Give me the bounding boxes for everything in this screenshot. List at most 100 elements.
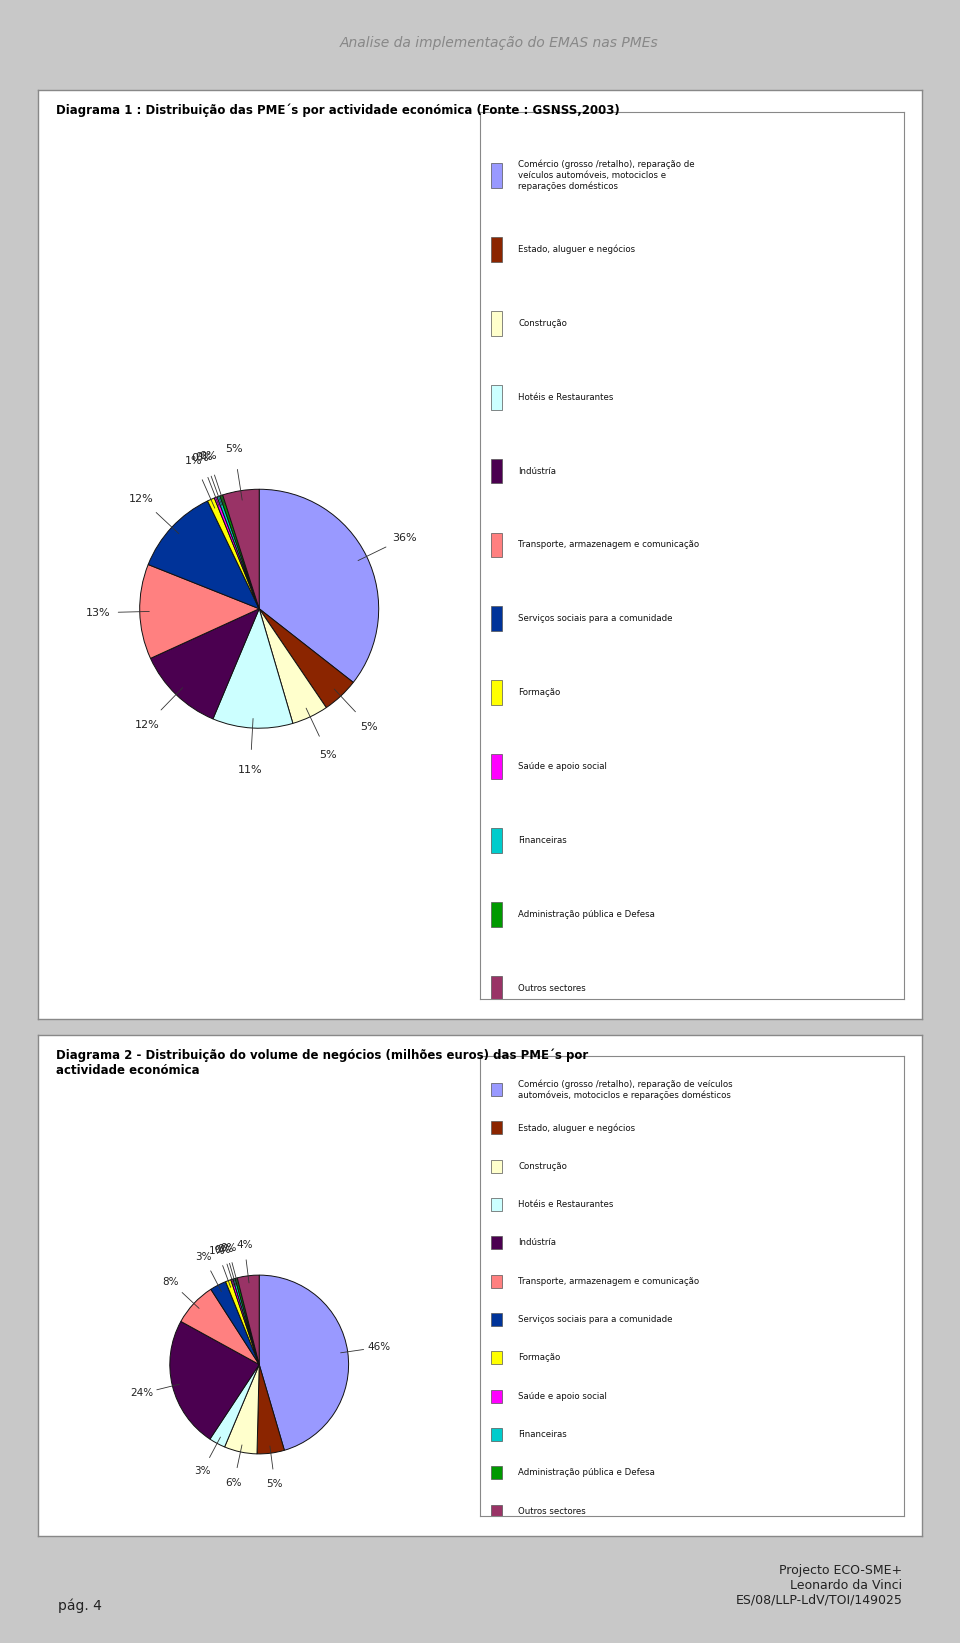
Text: 12%: 12% <box>129 493 154 504</box>
Text: Financeiras: Financeiras <box>518 836 567 845</box>
Text: 0%: 0% <box>217 1244 233 1254</box>
Text: Projecto ECO-SME+
Leonardo da Vinci
ES/08/LLP-LdV/TOI/149025: Projecto ECO-SME+ Leonardo da Vinci ES/0… <box>735 1564 902 1607</box>
Text: 24%: 24% <box>131 1388 154 1398</box>
Text: 12%: 12% <box>134 720 159 729</box>
Text: 0%: 0% <box>200 450 217 460</box>
Text: 5%: 5% <box>361 721 378 731</box>
Wedge shape <box>210 1364 259 1447</box>
Bar <box>491 606 502 631</box>
Text: 0%: 0% <box>220 1242 236 1254</box>
Bar <box>491 754 502 779</box>
Wedge shape <box>151 610 259 720</box>
Text: Hotéis e Restaurantes: Hotéis e Restaurantes <box>518 1199 613 1209</box>
Bar <box>491 902 502 927</box>
Text: Diagrama 1 : Distribuição das PME´s por actividade económica (Fonte : GSNSS,2003: Diagrama 1 : Distribuição das PME´s por … <box>56 104 620 117</box>
Bar <box>491 976 502 1001</box>
Text: 11%: 11% <box>238 764 262 775</box>
Text: Analise da implementação do EMAS nas PMEs: Analise da implementação do EMAS nas PME… <box>340 36 659 51</box>
Text: 1%: 1% <box>209 1247 226 1257</box>
Text: pág. 4: pág. 4 <box>58 1599 102 1613</box>
Bar <box>491 1160 502 1173</box>
Wedge shape <box>225 1364 259 1454</box>
Bar <box>491 1505 502 1518</box>
Wedge shape <box>211 1282 259 1364</box>
Bar <box>491 1351 502 1364</box>
Bar <box>491 1428 502 1441</box>
Bar <box>491 680 502 705</box>
Text: Construção: Construção <box>518 1162 567 1170</box>
Wedge shape <box>237 1275 259 1364</box>
Bar <box>491 311 502 335</box>
Text: Financeiras: Financeiras <box>518 1429 567 1439</box>
Bar <box>491 163 502 187</box>
Text: Formação: Formação <box>518 1354 561 1362</box>
Bar <box>491 828 502 853</box>
Text: 36%: 36% <box>392 532 417 544</box>
Bar <box>491 237 502 261</box>
Text: Indústría: Indústría <box>518 467 556 475</box>
Text: Diagrama 2 - Distribuição do volume de negócios (milhões euros) das PME´s por
ac: Diagrama 2 - Distribuição do volume de n… <box>56 1048 588 1076</box>
Bar <box>491 384 502 409</box>
Wedge shape <box>213 610 293 728</box>
Wedge shape <box>180 1290 259 1364</box>
Wedge shape <box>233 1278 259 1364</box>
Text: 0%: 0% <box>192 453 209 463</box>
Text: 5%: 5% <box>226 444 243 455</box>
Text: Formação: Formação <box>518 688 561 697</box>
Text: 0%: 0% <box>214 1245 230 1255</box>
Text: 5%: 5% <box>320 749 337 759</box>
Wedge shape <box>220 495 259 610</box>
Text: Estado, aluguer e negócios: Estado, aluguer e negócios <box>518 245 636 255</box>
Wedge shape <box>214 496 259 610</box>
Text: Saúde e apoio social: Saúde e apoio social <box>518 1392 607 1400</box>
Wedge shape <box>259 1275 348 1451</box>
Text: 3%: 3% <box>194 1466 210 1475</box>
Bar <box>491 1313 502 1326</box>
Text: Indústría: Indústría <box>518 1239 556 1247</box>
Text: Administração pública e Defesa: Administração pública e Defesa <box>518 1469 655 1477</box>
Wedge shape <box>223 490 259 610</box>
Text: Construção: Construção <box>518 319 567 327</box>
Wedge shape <box>257 1364 284 1454</box>
Bar <box>491 532 502 557</box>
Bar <box>491 1466 502 1479</box>
Bar <box>491 1236 502 1249</box>
Text: Outros sectores: Outros sectores <box>518 984 586 992</box>
Text: 46%: 46% <box>367 1342 390 1352</box>
Wedge shape <box>235 1278 259 1364</box>
Bar <box>491 1275 502 1288</box>
Text: Transporte, armazenagem e comunicação: Transporte, armazenagem e comunicação <box>518 1277 699 1285</box>
Text: 13%: 13% <box>85 608 110 618</box>
Text: Saúde e apoio social: Saúde e apoio social <box>518 762 607 771</box>
Bar <box>491 1198 502 1211</box>
Bar <box>491 1390 502 1403</box>
Text: Outros sectores: Outros sectores <box>518 1507 586 1515</box>
Wedge shape <box>140 565 259 659</box>
Text: Serviços sociais para a comunidade: Serviços sociais para a comunidade <box>518 614 673 623</box>
Bar <box>491 1121 502 1134</box>
Text: 6%: 6% <box>226 1477 242 1487</box>
Text: 3%: 3% <box>196 1252 212 1262</box>
Text: Comércio (grosso /retalho), reparação de veículos
automóveis, motociclos e repar: Comércio (grosso /retalho), reparação de… <box>518 1079 732 1099</box>
Bar <box>491 1083 502 1096</box>
Bar <box>491 458 502 483</box>
Wedge shape <box>259 610 353 708</box>
Text: Administração pública e Defesa: Administração pública e Defesa <box>518 910 655 918</box>
Text: Transporte, armazenagem e comunicação: Transporte, armazenagem e comunicação <box>518 541 699 549</box>
Text: 5%: 5% <box>267 1479 283 1489</box>
Text: Estado, aluguer e negócios: Estado, aluguer e negócios <box>518 1124 636 1132</box>
Text: Comércio (grosso /retalho), reparação de
veículos automóveis, motociclos e
repar: Comércio (grosso /retalho), reparação de… <box>518 159 695 191</box>
Text: Serviços sociais para a comunidade: Serviços sociais para a comunidade <box>518 1314 673 1324</box>
Wedge shape <box>148 501 259 610</box>
Wedge shape <box>230 1278 259 1364</box>
Text: 4%: 4% <box>236 1240 252 1250</box>
Wedge shape <box>207 498 259 610</box>
Wedge shape <box>217 496 259 610</box>
Wedge shape <box>259 610 326 723</box>
Wedge shape <box>259 490 378 682</box>
Text: 1%: 1% <box>185 457 203 467</box>
Text: 8%: 8% <box>163 1277 180 1286</box>
Wedge shape <box>170 1321 259 1439</box>
Text: Hotéis e Restaurantes: Hotéis e Restaurantes <box>518 393 613 401</box>
Text: 0%: 0% <box>196 452 213 462</box>
